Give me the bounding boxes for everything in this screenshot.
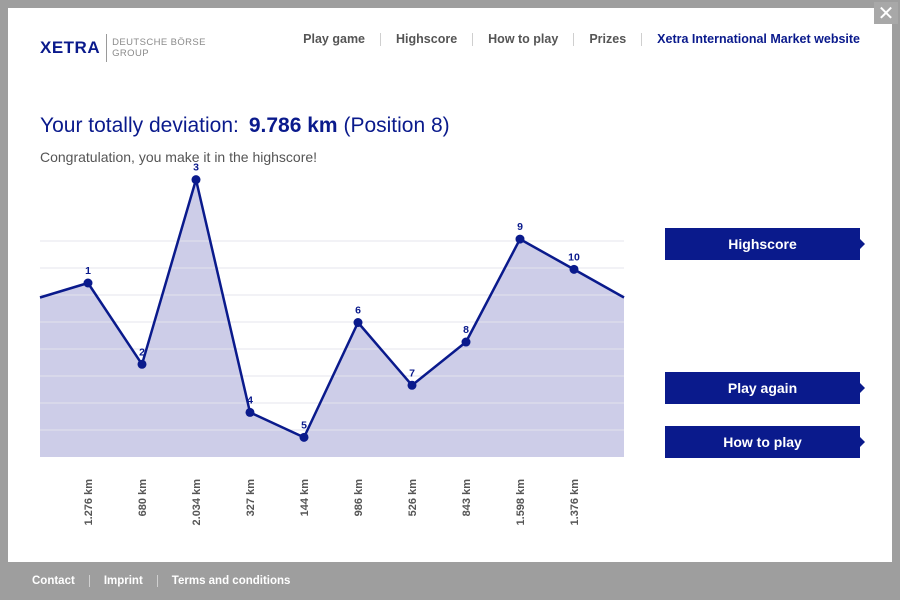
chart-point-6 [353,318,363,328]
chart-tick-label: 2.034 km [191,479,203,526]
chart-point-label: 7 [409,367,415,379]
play-again-button[interactable]: Play again [665,372,865,404]
highscore-position: (Position 8) [343,114,450,137]
highscore-button[interactable]: Highscore [665,228,865,260]
chart-point-4 [245,407,255,417]
chart-point-9 [515,234,525,244]
chart-point-label: 2 [139,346,145,358]
chart-point-2 [137,359,147,369]
chart-tick-label: 680 km [137,479,149,517]
chart-tick-label: 986 km [353,479,365,517]
deviation-label: Your totally deviation: [40,114,239,137]
chart-point-label: 3 [193,162,199,174]
chart-point-3 [191,175,201,185]
chart-point-label: 1 [85,265,91,277]
chart-tick-label: 526 km [407,479,419,517]
deviation-chart: 1 1.276 km 2 680 km 3 2.034 km 4 327 km 5 144 km 6… [39,162,625,526]
chart-point-5 [299,432,309,442]
game-result-panel: XETRA DEUTSCHE BÖRSE GROUP Play game Hig… [8,8,892,562]
nav-xetra-website[interactable]: Xetra International Market website [641,33,860,46]
footer-imprint[interactable]: Imprint [88,575,157,587]
nav-play-game[interactable]: Play game [303,32,366,46]
chart-area-fill [40,179,624,457]
nav-prizes[interactable]: Prizes [573,33,641,46]
xetra-logo[interactable]: XETRA DEUTSCHE BÖRSE GROUP [40,34,206,62]
chart-point-10 [569,264,579,274]
close-icon[interactable]: ✕ [874,2,898,24]
top-navigation: Play game Highscore How to play Prizes X… [288,33,860,46]
chart-tick-label: 1.376 km [569,479,581,526]
result-title: Your totally deviation: 9.786 km (Positio… [40,114,450,138]
chart-tick-label: 1.276 km [83,479,95,526]
chart-point-label: 6 [355,305,361,317]
chart-series-line [39,178,625,439]
chart-tick-label: 1.598 km [515,479,527,526]
logo-sub-line1: DEUTSCHE BÖRSE [112,37,206,48]
chart-tick-label: 843 km [461,479,473,517]
deviation-value: 9.786 km [248,114,338,137]
logo-sub-line2: GROUP [112,48,149,59]
nav-how-to-play[interactable]: How to play [472,33,573,46]
footer-contact[interactable]: Contact [32,575,75,587]
chart-tick-label: 327 km [245,479,257,517]
chart-point-label: 4 [247,394,253,406]
congratulation-message: Congratulation, you make it in the highs… [40,149,318,165]
chart-point-8 [461,337,471,347]
footer-links: Contact Imprint Terms and conditions [32,575,304,587]
chart-point-label: 5 [301,419,307,431]
nav-highscore[interactable]: Highscore [380,33,472,46]
how-to-play-button[interactable]: How to play [665,426,865,458]
logo-subtitle: DEUTSCHE BÖRSE GROUP [112,37,206,59]
footer-terms[interactable]: Terms and conditions [156,575,305,587]
chart-point-label: 8 [463,324,469,336]
logo-divider [106,34,108,62]
logo-brand: XETRA [40,38,101,57]
chart-point-label: 10 [568,251,580,263]
chart-point-label: 9 [517,221,523,233]
chart-point-7 [407,380,417,390]
chart-tick-label: 144 km [299,479,311,517]
chart-point-1 [83,278,93,288]
